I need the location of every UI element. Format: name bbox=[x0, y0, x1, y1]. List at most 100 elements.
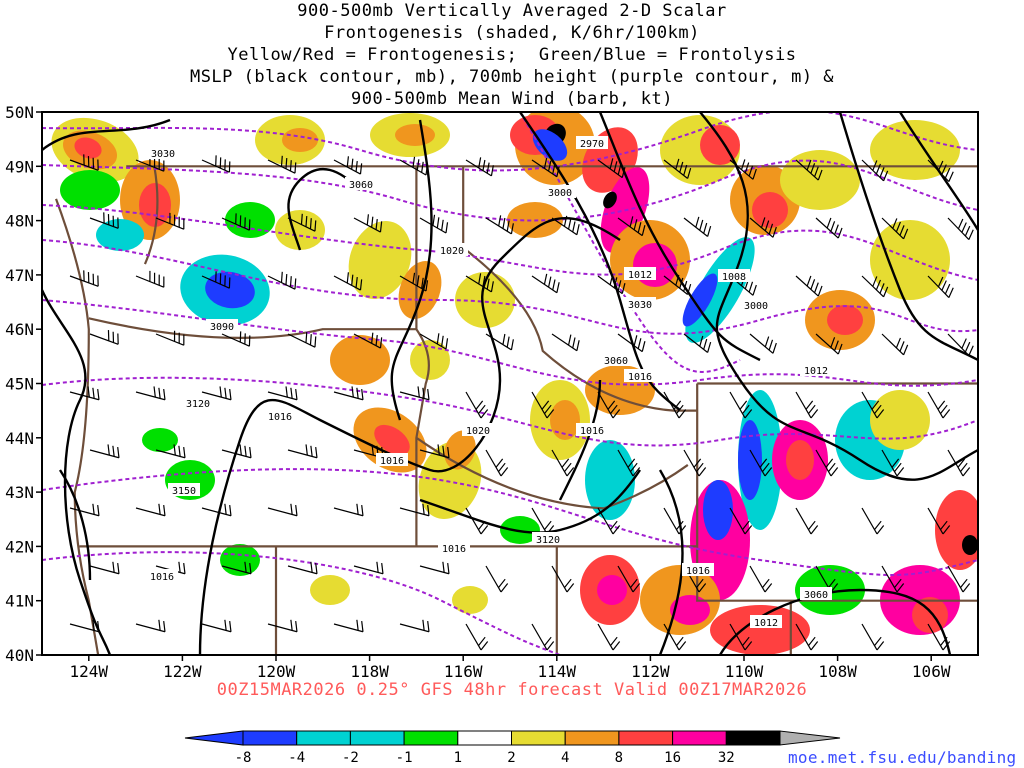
wind-barb bbox=[267, 271, 297, 290]
wind-barb bbox=[551, 449, 575, 477]
wind-barb bbox=[663, 158, 692, 179]
colorbar-label: -4 bbox=[288, 750, 305, 766]
wind-barb bbox=[749, 449, 773, 477]
height-label: 3030 bbox=[147, 146, 179, 160]
height-contour bbox=[42, 159, 978, 222]
lat-label: 40N bbox=[5, 646, 34, 665]
wind-barb bbox=[69, 386, 100, 401]
svg-text:3000: 3000 bbox=[744, 301, 768, 312]
svg-text:1016: 1016 bbox=[442, 544, 466, 555]
wind-barb bbox=[597, 623, 621, 651]
wind-barb bbox=[795, 275, 823, 297]
lon-label: 106W bbox=[912, 662, 951, 681]
wind-barb bbox=[69, 619, 100, 633]
frontogenesis-patch bbox=[398, 260, 442, 320]
wind-barbs bbox=[69, 154, 974, 651]
mslp-contour bbox=[699, 112, 978, 481]
wind-barb bbox=[861, 159, 889, 182]
wind-barb bbox=[927, 507, 951, 535]
wind-barb bbox=[135, 270, 165, 288]
wind-barb bbox=[795, 507, 819, 535]
lat-label: 48N bbox=[5, 212, 34, 231]
mslp-contour bbox=[198, 217, 621, 655]
mslp-label: 1012 bbox=[750, 615, 782, 629]
height-label: 3030 bbox=[624, 297, 656, 311]
height-label: 3060 bbox=[600, 353, 632, 367]
frontogenesis-patch bbox=[685, 237, 755, 343]
wind-barb bbox=[69, 270, 99, 287]
frontogenesis-patch bbox=[532, 129, 568, 161]
wind-barb bbox=[399, 503, 430, 517]
wind-barb bbox=[597, 274, 626, 295]
wind-barb bbox=[663, 507, 687, 535]
mslp-contour bbox=[419, 469, 641, 534]
wind-barb bbox=[353, 214, 383, 233]
wind-barb bbox=[399, 156, 429, 176]
mslp-contour bbox=[42, 118, 171, 151]
wind-barb bbox=[881, 333, 909, 356]
frontogenesis-patch bbox=[786, 440, 814, 480]
wind-barb bbox=[135, 386, 166, 401]
lon-label: 108W bbox=[818, 662, 857, 681]
svg-text:3090: 3090 bbox=[210, 322, 234, 333]
wind-barb bbox=[221, 331, 251, 347]
credit-url[interactable]: moe.met.fsu.edu/banding bbox=[788, 748, 1017, 767]
wind-barb bbox=[69, 503, 100, 517]
frontogenesis-patch bbox=[670, 595, 710, 625]
frontogenesis-patch bbox=[142, 428, 178, 452]
frontogenesis-patch bbox=[780, 150, 860, 210]
mslp-contours bbox=[42, 112, 978, 655]
wind-barb bbox=[221, 561, 252, 575]
lon-label: 112W bbox=[631, 662, 670, 681]
title-line-5: 900-500mb Mean Wind (barb, kt) bbox=[350, 89, 674, 109]
lat-label: 41N bbox=[5, 592, 34, 611]
frontogenesis-patch bbox=[139, 183, 171, 227]
wind-barb bbox=[69, 154, 99, 171]
colorbar-segment bbox=[242, 730, 298, 746]
wind-barb bbox=[155, 444, 186, 459]
colorbar-label: -2 bbox=[342, 750, 359, 766]
height-label: 3000 bbox=[544, 185, 576, 199]
colorbar-segment bbox=[511, 730, 566, 746]
border-line bbox=[415, 166, 430, 547]
frontogenesis-patch bbox=[96, 219, 144, 251]
wind-barb bbox=[815, 449, 839, 477]
frontogenesis-patch bbox=[74, 137, 102, 159]
wind-barb bbox=[597, 507, 621, 535]
wind-barb bbox=[333, 503, 364, 517]
colorbar-right-arrow bbox=[779, 730, 841, 746]
colorbar-label: 2 bbox=[507, 750, 515, 766]
frontogenesis-patch bbox=[348, 221, 412, 299]
wind-barb bbox=[617, 333, 646, 353]
wind-barb bbox=[861, 275, 889, 298]
wind-barb bbox=[221, 444, 252, 459]
colorbar: -8 -4 -2 -1 1 2 4 8 16 32 bbox=[184, 730, 841, 766]
wind-barb bbox=[485, 449, 509, 477]
lat-label: 46N bbox=[5, 320, 34, 339]
wind-barb bbox=[617, 216, 646, 237]
height-label: 3060 bbox=[800, 587, 832, 601]
height-label: 3120 bbox=[532, 532, 564, 546]
frontogenesis-patch bbox=[452, 586, 488, 614]
title-line-1: 900-500mb Vertically Averaged 2-D Scalar bbox=[297, 1, 727, 21]
wind-barb bbox=[485, 565, 509, 593]
colorbar-label: 16 bbox=[664, 750, 681, 766]
frontogenesis-patch bbox=[455, 272, 515, 328]
svg-text:1008: 1008 bbox=[722, 272, 746, 283]
wind-barb bbox=[353, 561, 384, 575]
wind-barb bbox=[881, 565, 905, 593]
wind-barb bbox=[947, 333, 974, 356]
svg-text:1016: 1016 bbox=[628, 372, 652, 383]
mslp-contour bbox=[390, 119, 433, 421]
lon-label: 122W bbox=[163, 662, 202, 681]
colorbar-label: -1 bbox=[396, 750, 413, 766]
frontogenesis-patch bbox=[870, 390, 930, 450]
wind-barb bbox=[201, 619, 232, 633]
title-line-2: Frontogenesis (shaded, K/6hr/100km) bbox=[324, 23, 700, 43]
svg-text:1012: 1012 bbox=[804, 366, 828, 377]
lon-label: 120W bbox=[257, 662, 296, 681]
mslp-label: 1016 bbox=[438, 541, 470, 555]
wind-barb bbox=[89, 330, 119, 345]
frontogenesis-patch bbox=[585, 440, 635, 520]
wind-barb bbox=[465, 507, 489, 535]
